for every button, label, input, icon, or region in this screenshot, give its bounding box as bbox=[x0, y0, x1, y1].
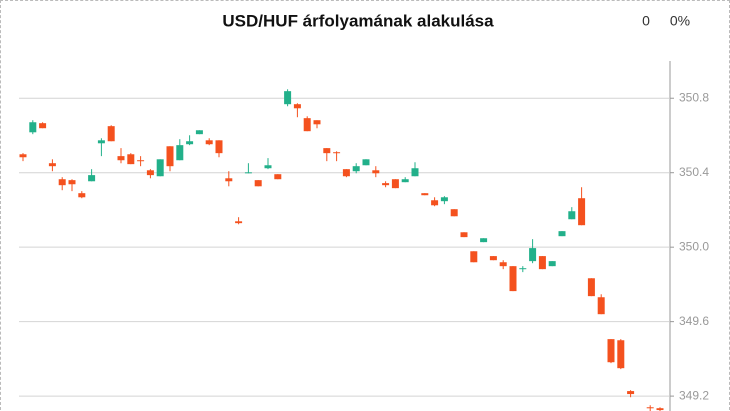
candle-body bbox=[215, 140, 223, 154]
candle-body bbox=[519, 268, 527, 270]
candle-body bbox=[529, 248, 537, 262]
candle-body bbox=[480, 238, 488, 243]
candle-body bbox=[548, 261, 556, 267]
candle-body bbox=[607, 339, 615, 363]
candle-body bbox=[254, 180, 262, 187]
candle-body bbox=[401, 179, 409, 183]
candle-body bbox=[617, 340, 625, 369]
candle-body bbox=[146, 170, 154, 176]
candle-body bbox=[578, 198, 586, 226]
candle-body bbox=[627, 391, 635, 395]
candle-body bbox=[137, 160, 145, 162]
candle-body bbox=[274, 174, 282, 180]
candle-body bbox=[362, 159, 370, 166]
candle-body bbox=[39, 123, 47, 129]
candle-body bbox=[186, 141, 194, 145]
y-tick-label: 349.6 bbox=[679, 314, 709, 328]
candle-body bbox=[489, 256, 497, 261]
candle-body bbox=[235, 221, 243, 224]
candle-body bbox=[284, 91, 292, 105]
candle-body bbox=[391, 179, 399, 189]
candle-body bbox=[470, 251, 478, 263]
candle-body bbox=[440, 197, 448, 202]
y-tick-label: 350.8 bbox=[679, 90, 709, 104]
candle-body bbox=[244, 172, 252, 174]
y-tick-label: 350.4 bbox=[679, 165, 709, 179]
y-tick-label: 349.2 bbox=[679, 388, 709, 402]
candle-body bbox=[19, 154, 27, 158]
candle-body bbox=[450, 209, 458, 217]
candle-body bbox=[176, 145, 184, 161]
chart-title: USD/HUF árfolyamának alakulása bbox=[222, 11, 494, 30]
candle-body bbox=[460, 232, 468, 238]
candle-body bbox=[303, 118, 311, 132]
candle-body bbox=[509, 266, 517, 292]
candle-body bbox=[382, 183, 390, 186]
candle-body bbox=[342, 169, 350, 177]
candle-body bbox=[372, 170, 380, 174]
candle-body bbox=[499, 262, 507, 267]
candle-body bbox=[333, 152, 341, 154]
candle-body bbox=[323, 148, 331, 154]
candle-body bbox=[225, 178, 233, 182]
candle-body bbox=[156, 159, 164, 177]
candle-body bbox=[127, 154, 135, 165]
candle-body bbox=[88, 175, 96, 182]
candle-body bbox=[646, 407, 654, 409]
candle-body bbox=[78, 193, 86, 198]
header-stat: 0 bbox=[642, 13, 650, 29]
candle-body bbox=[568, 211, 576, 220]
candle-body bbox=[205, 140, 213, 145]
candle-body bbox=[656, 408, 664, 411]
candle-body bbox=[421, 193, 429, 196]
candle-body bbox=[117, 156, 125, 161]
candle-body bbox=[411, 168, 419, 177]
grid: 349.2 349.6 350.0 350.4 350.8 bbox=[19, 90, 709, 402]
candle-body bbox=[558, 231, 566, 237]
header-stat: 0% bbox=[670, 13, 690, 29]
candle-body bbox=[293, 104, 301, 109]
candle-body bbox=[68, 180, 76, 185]
candle-body bbox=[58, 179, 66, 186]
candle-body bbox=[587, 278, 595, 297]
candle-body bbox=[166, 146, 174, 167]
candle-body bbox=[313, 120, 321, 125]
candle-body bbox=[195, 130, 203, 135]
candle-body bbox=[597, 297, 605, 315]
candle-body bbox=[264, 165, 272, 169]
candle-body bbox=[431, 200, 439, 206]
candle-body bbox=[48, 163, 56, 167]
candle-body bbox=[107, 126, 115, 142]
plot-area bbox=[19, 89, 664, 411]
candle-body bbox=[29, 122, 37, 133]
candle-body bbox=[538, 256, 546, 270]
candle-body bbox=[97, 140, 105, 144]
y-tick-label: 350.0 bbox=[679, 239, 709, 253]
candle-body bbox=[352, 166, 360, 172]
